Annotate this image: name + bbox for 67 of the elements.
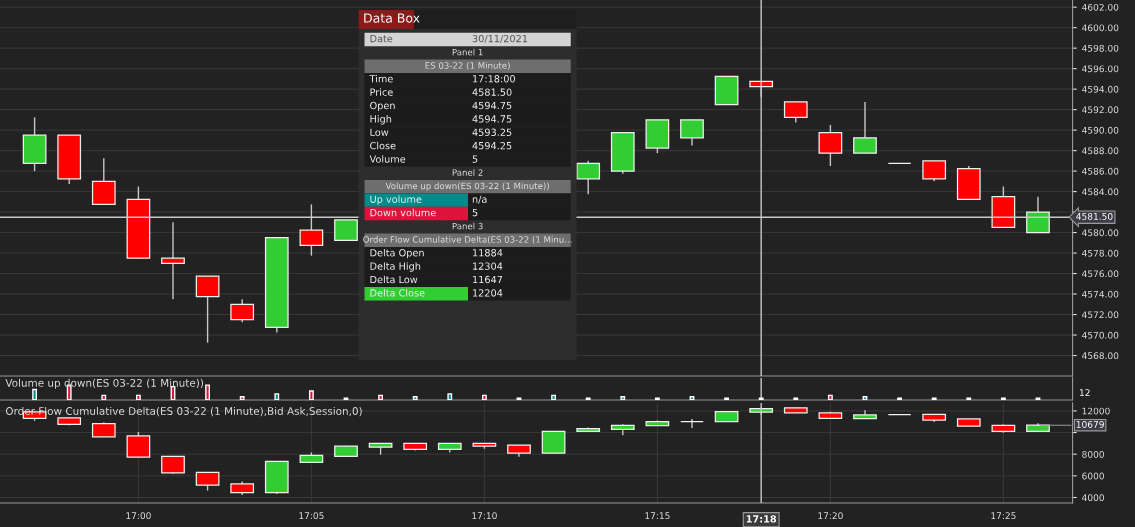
text: 5 [472, 209, 478, 217]
y-tick-label: 6000 [1082, 472, 1104, 480]
category-label: Delta Close [370, 289, 425, 297]
y-tick-label: 4570.00 [1082, 331, 1119, 339]
text: 11884 [473, 249, 503, 257]
text: 12 [1080, 389, 1090, 396]
y-tick-label: 8000 [1082, 450, 1104, 458]
y-tick-label: 4586.00 [1082, 167, 1119, 175]
category-label: High [370, 115, 392, 125]
text: 4594.75 [472, 115, 512, 123]
text: 4594.25 [472, 142, 512, 150]
category-label: Low [370, 128, 389, 136]
annotation: 10679 [1076, 420, 1104, 428]
x-tick-label: 17:25 [991, 512, 1016, 520]
text: 11647 [473, 275, 503, 284]
y-tick-label: 4602.00 [1082, 3, 1119, 11]
y-tick-label: 4000 [1082, 494, 1104, 502]
y-tick-label: 4592.00 [1082, 106, 1119, 114]
x-tick-label: 17:20 [818, 512, 843, 520]
y-tick-label: 4600.00 [1082, 24, 1119, 32]
x-tick-label: 17:15 [645, 512, 670, 520]
category-label: Volume up down(ES 03-22 (1 Minute)) [385, 182, 549, 191]
category-label: Down volume [370, 208, 436, 217]
chart-title: Volume up down(ES 03-22 (1 Minute)) [5, 378, 204, 389]
y-tick-label: 4596.00 [1082, 65, 1119, 73]
category-label: Panel 3 [452, 222, 483, 230]
x-tick-label: 17:00 [126, 512, 151, 520]
category-label: Time [369, 74, 393, 83]
text: Data Box [364, 13, 420, 23]
category-label: ES 03-22 (1 Minute) [425, 62, 510, 70]
category-label: Open [370, 101, 395, 112]
y-tick-label: 4590.00 [1082, 126, 1119, 134]
category-label: Up volume [370, 195, 422, 205]
y-tick-label: 4588.00 [1082, 147, 1119, 155]
category-label: Panel 1 [452, 48, 483, 56]
x-tick-label: 17:10 [472, 512, 497, 520]
y-tick-label: 4574.00 [1082, 290, 1119, 298]
x-tick-label: 17:05 [299, 512, 324, 520]
y-tick-label: 4572.00 [1082, 311, 1119, 319]
text: 12304 [473, 262, 503, 270]
y-tick-label: 4594.00 [1082, 85, 1119, 93]
category-label: Panel 2 [452, 169, 483, 176]
text: n/a [472, 195, 487, 204]
y-tick-label: 4576.00 [1082, 270, 1119, 278]
text: 4593.25 [472, 128, 512, 136]
text: 4594.75 [472, 101, 512, 110]
category-label: Delta Open [370, 248, 424, 259]
chart-title: Order Flow Cumulative Delta(ES 03-22 (1 Minute),Bid Ask,Session,0) [5, 406, 362, 417]
y-tick-label: 4578.00 [1082, 249, 1119, 257]
y-tick-label: 12000 [1082, 407, 1110, 415]
text: 5 [472, 155, 478, 163]
text: 30/11/2021 [472, 34, 528, 44]
y-tick-label: 4598.00 [1082, 44, 1119, 52]
category-label: Price [370, 88, 393, 96]
y-tick-label: 4580.00 [1082, 229, 1119, 237]
y-tick-label: 4584.00 [1082, 188, 1119, 196]
text: 17:18:00 [473, 75, 515, 83]
category-label: Delta High [370, 262, 421, 272]
ref-line-label: 4581.50 [1076, 213, 1113, 220]
category-label: Close [370, 141, 396, 150]
y-tick-label: 4568.00 [1082, 352, 1119, 360]
category-label: Delta Low [370, 275, 418, 284]
category-label: Date [370, 35, 393, 43]
category-label: Volume [369, 155, 406, 163]
ref-line-label: 17:18 [746, 515, 777, 523]
text: 4581.50 [472, 88, 512, 96]
text: 12204 [473, 289, 503, 297]
